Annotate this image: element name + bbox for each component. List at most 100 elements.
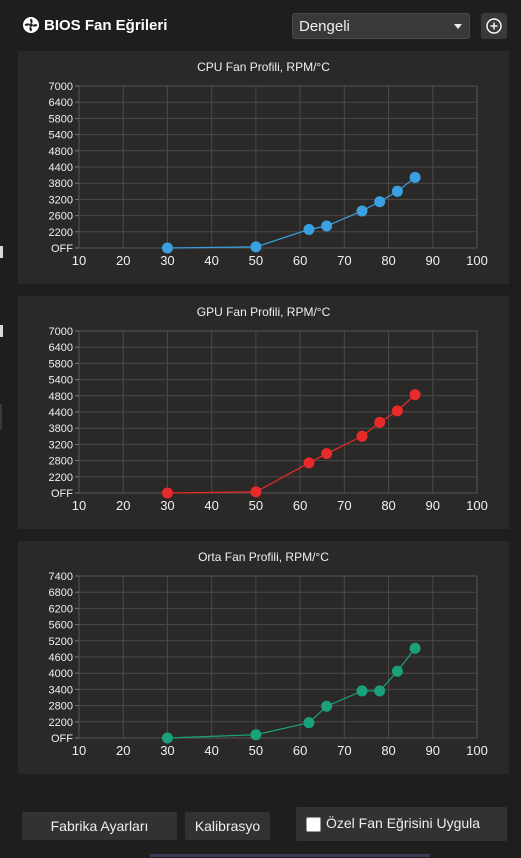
cpu-fan-chart-panel: CPU Fan Profili, RPM/°C 10 20 30 40 50 60 70 80… [18,51,509,284]
data-point [391,405,403,417]
y-tick-label: OFF [51,243,73,255]
custom-curve-toggle[interactable]: Özel Fan Eğrisini Uygula [296,807,507,841]
add-profile-button[interactable] [481,13,507,39]
data-point [250,241,262,253]
x-tick-label: 10 [72,253,86,268]
y-tick-label: 3200 [49,194,73,206]
data-point [250,486,262,498]
x-tick-label: 80 [381,253,395,268]
x-tick-label: 70 [337,498,351,513]
y-tick-label: 3800 [49,178,73,190]
x-tick-label: 40 [204,498,218,513]
y-tick-label: 7000 [49,326,73,338]
data-point [391,185,403,197]
x-tick-label: 20 [116,498,130,513]
y-tick-label: OFF [51,488,73,500]
y-tick-label: 5800 [49,358,73,370]
x-tick-label: 50 [249,743,263,758]
chart-title: Orta Fan Profili, RPM/°C [198,550,329,564]
y-tick-label: 4400 [49,407,73,419]
y-tick-label: 2200 [49,227,73,239]
data-point [161,487,173,499]
y-tick-label: 7400 [49,571,73,583]
y-tick-label: 3200 [49,439,73,451]
edge-indicator [0,404,2,430]
data-point [374,196,386,208]
x-tick-label: 20 [116,253,130,268]
x-tick-label: 10 [72,743,86,758]
gpu-fan-chart-panel: GPU Fan Profili, RPM/°C 10 20 30 40 50 60 70 80… [18,296,509,529]
data-point [303,717,315,729]
x-tick-label: 70 [337,743,351,758]
x-tick-label: 10 [72,498,86,513]
y-tick-label: 7000 [49,81,73,93]
data-point [409,642,421,654]
data-point [409,389,421,401]
y-tick-label: 5800 [49,113,73,125]
case-fan-chart-panel: Orta Fan Profili, RPM/°C 10 20 30 40 50 60 70 8… [18,541,509,774]
chart-title: CPU Fan Profili, RPM/°C [197,60,330,74]
x-tick-label: 60 [293,253,307,268]
y-tick-label: 6400 [49,342,73,354]
x-tick-label: 50 [249,253,263,268]
data-point [391,665,403,677]
y-tick-label: OFF [51,733,73,745]
data-point [161,732,173,744]
y-tick-label: 5600 [49,620,73,632]
y-tick-label: 4600 [49,652,73,664]
y-tick-label: 4000 [49,668,73,680]
case-fan-chart: 10 20 30 40 50 60 70 80 90 100 OFF 2200 2800 3400 4000… [49,571,488,758]
y-tick-label: 6800 [49,587,73,599]
gpu-fan-chart: 10 20 30 40 50 60 70 80 90 100 OFF 2200 2800 3200 3800… [49,326,488,513]
custom-curve-checkbox[interactable] [306,817,321,832]
y-tick-label: 3400 [49,684,73,696]
y-tick-label: 5400 [49,130,73,142]
y-tick-label: 2200 [49,717,73,729]
cpu-fan-chart: 10 20 30 40 50 60 70 80 90 100 OFF 2200 2600 3200 3800… [49,81,488,268]
y-tick-label: 6200 [49,603,73,615]
x-tick-label: 80 [381,743,395,758]
data-point [356,685,368,697]
y-tick-label: 2200 [49,472,73,484]
chart-title: GPU Fan Profili, RPM/°C [196,305,331,319]
x-tick-label: 40 [204,743,218,758]
y-tick-label: 5200 [49,636,73,648]
data-point [250,729,262,741]
edge-indicator [0,325,3,337]
divider [150,854,430,857]
chevron-down-icon [454,24,462,29]
x-tick-label: 60 [293,743,307,758]
data-point [161,242,173,254]
plus-circle-icon [486,18,502,34]
x-tick-label: 30 [160,498,174,513]
factory-defaults-button[interactable]: Fabrika Ayarları [22,812,177,840]
x-tick-label: 50 [249,498,263,513]
data-point [374,685,386,697]
header: BIOS Fan Eğrileri Dengeli [0,0,521,50]
x-tick-label: 100 [466,253,488,268]
data-point [321,700,333,712]
y-tick-label: 4400 [49,162,73,174]
fan-icon [23,17,39,33]
y-tick-label: 5400 [49,375,73,387]
data-point [321,448,333,460]
edge-indicator [0,246,3,258]
x-tick-label: 100 [466,498,488,513]
calibration-button[interactable]: Kalibrasyo [185,812,270,840]
preset-value: Dengeli [299,18,350,35]
y-tick-label: 3800 [49,423,73,435]
preset-dropdown[interactable]: Dengeli [292,13,470,39]
y-tick-label: 2800 [49,456,73,468]
y-tick-label: 4800 [49,391,73,403]
y-tick-label: 2800 [49,701,73,713]
y-tick-label: 4800 [49,146,73,158]
data-point [374,416,386,428]
x-tick-label: 100 [466,743,488,758]
x-tick-label: 40 [204,253,218,268]
x-tick-label: 60 [293,498,307,513]
data-point [303,223,315,235]
data-point [356,205,368,217]
data-point [321,220,333,232]
custom-curve-label: Özel Fan Eğrisini Uygula [326,815,481,831]
y-tick-label: 2600 [49,211,73,223]
